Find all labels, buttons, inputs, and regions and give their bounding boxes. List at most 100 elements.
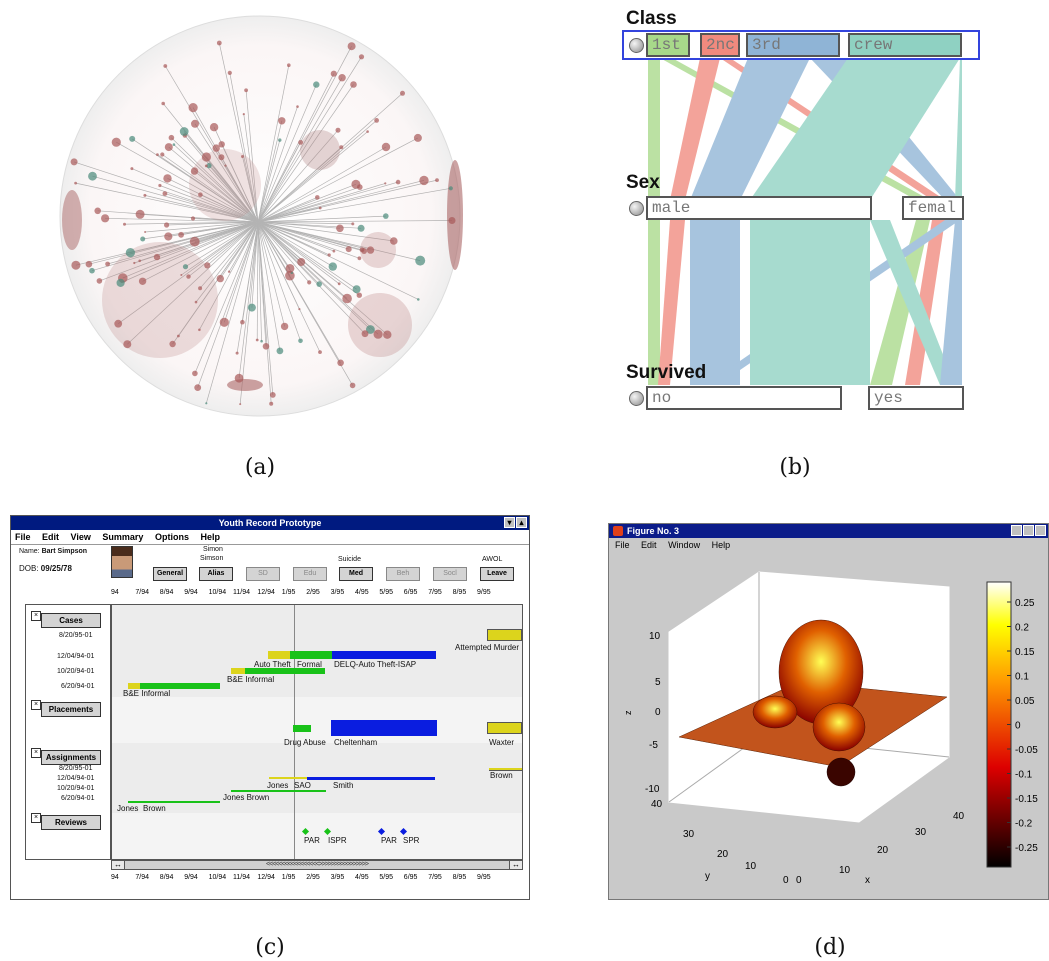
maximize-icon[interactable] xyxy=(1023,525,1034,536)
leave-button[interactable]: Leave xyxy=(480,567,514,581)
node-cluster xyxy=(348,293,412,357)
menu-window[interactable]: Window xyxy=(668,540,701,550)
assignment-bar-smith[interactable] xyxy=(307,777,435,780)
assignments-button[interactable]: Assignments xyxy=(41,750,101,765)
timeline-tick-label: 8/94 xyxy=(159,589,174,596)
category-2nd[interactable]: 2nc xyxy=(700,33,740,57)
timeline-scrollbar[interactable]: <<<<<<<<<<<<<<<<<>>>>>>>>>>>>>>>> xyxy=(111,860,523,870)
edge-line xyxy=(105,217,259,223)
edge-line xyxy=(223,221,259,323)
menu-file[interactable]: File xyxy=(615,540,630,550)
category-male[interactable]: male xyxy=(646,196,872,220)
edge-line xyxy=(256,221,259,341)
menu-help[interactable]: Help xyxy=(200,532,220,542)
youth-record-window: Youth Record Prototype ▾ ▴ File Edit Vie… xyxy=(10,515,530,900)
class-axis-selection[interactable] xyxy=(622,30,980,60)
menu-edit[interactable]: Edit xyxy=(641,540,657,550)
assignments-collapse-icon[interactable]: × xyxy=(31,748,41,758)
placement-bar-cheltenham[interactable] xyxy=(331,720,437,736)
cases-button[interactable]: Cases xyxy=(41,613,101,628)
beh-button[interactable]: Beh xyxy=(386,567,420,581)
placement-bar-drug-abuse[interactable] xyxy=(293,725,311,732)
placement-bar-waxter[interactable] xyxy=(487,722,522,734)
radial-hierarchy-visualization[interactable] xyxy=(0,0,520,440)
placements-collapse-icon[interactable]: × xyxy=(31,700,41,710)
category-1st[interactable]: 1st xyxy=(646,33,690,57)
minimize-icon[interactable] xyxy=(1011,525,1022,536)
case-bar-auto-theft[interactable] xyxy=(268,651,290,659)
menu-options[interactable]: Options xyxy=(154,532,189,542)
edge-line xyxy=(97,210,259,223)
leaf-node xyxy=(177,334,180,338)
category-yes[interactable]: yes xyxy=(868,386,964,410)
leaf-node xyxy=(164,232,173,241)
edge-line xyxy=(172,221,259,345)
med-button[interactable]: Med xyxy=(339,567,373,581)
leaf-node xyxy=(298,140,303,145)
leaf-node xyxy=(123,340,132,349)
reviews-collapse-icon[interactable]: × xyxy=(31,813,41,823)
assignment-bar-jones-brown-2[interactable] xyxy=(128,801,220,803)
case-bar-be-informal-2[interactable] xyxy=(128,683,140,689)
leaf-node xyxy=(318,206,322,210)
scroll-left-button[interactable]: ↔ xyxy=(111,860,125,870)
timeline-pane[interactable] xyxy=(111,604,523,860)
leaf-node xyxy=(198,328,201,332)
timeline-tick-label: 6/95 xyxy=(403,874,418,881)
timeline-tick-label: 1/95 xyxy=(281,874,296,881)
category-no[interactable]: no xyxy=(646,386,842,410)
edge-line xyxy=(144,195,259,223)
edge-line xyxy=(257,221,419,300)
leaf-node xyxy=(351,179,361,189)
edu-button[interactable]: Edu xyxy=(293,567,327,581)
scroll-right-button[interactable]: ↔ xyxy=(509,860,523,870)
general-button[interactable]: General xyxy=(153,567,187,581)
timeline-axis-bottom: 94 7/94 8/94 9/94 10/94 11/94 12/94 1/95 2/95 3/9… xyxy=(11,874,529,884)
case-bar-be-informal-2b[interactable] xyxy=(140,683,220,689)
alias-name-2: Simson xyxy=(200,555,224,562)
sex-knob-icon[interactable] xyxy=(629,201,644,216)
timeline-tick-label: 8/94 xyxy=(159,874,174,881)
menu-summary[interactable]: Summary xyxy=(102,532,144,542)
cases-collapse-icon[interactable]: × xyxy=(31,611,41,621)
label-be-informal-1: B&E Informal xyxy=(227,675,275,684)
menu-edit[interactable]: Edit xyxy=(42,532,60,542)
category-female[interactable]: femal xyxy=(902,196,964,220)
assignment-bar-jones-sao[interactable] xyxy=(269,777,307,779)
case-bar-be-informal-1b[interactable] xyxy=(245,668,325,674)
surface-plot-axes[interactable]: 10 5 0 -5 -10 z 40 30 20 10 0 y 0 10 20 … xyxy=(609,552,1049,900)
edge-line xyxy=(257,221,301,341)
timeline-tick-label: 94 xyxy=(111,589,119,596)
maximize-icon[interactable]: ▴ xyxy=(516,517,527,528)
leaf-node xyxy=(342,293,352,304)
category-crew[interactable]: crew xyxy=(848,33,962,57)
case-bar-be-informal-1[interactable] xyxy=(231,668,245,674)
category-3rd[interactable]: 3rd xyxy=(746,33,840,57)
leaf-node xyxy=(357,224,365,232)
menu-view[interactable]: View xyxy=(70,532,91,542)
case-bar-attempted-murder[interactable] xyxy=(487,629,522,641)
leaf-node xyxy=(313,81,320,88)
assignment-bar-jones-brown[interactable] xyxy=(231,790,326,792)
menu-help[interactable]: Help xyxy=(711,540,731,550)
assignment-bar-brown-1[interactable] xyxy=(489,768,522,771)
reviews-button[interactable]: Reviews xyxy=(41,815,101,830)
case-bar-formal[interactable] xyxy=(290,651,332,659)
edge-line xyxy=(99,221,259,282)
alias-button[interactable]: Alias xyxy=(199,567,233,581)
label-spr: SPR xyxy=(403,836,420,845)
close-icon[interactable] xyxy=(1035,525,1046,536)
placements-button[interactable]: Placements xyxy=(41,702,101,717)
timeline-tick-label: 12/94 xyxy=(257,589,275,596)
sd-button[interactable]: SD xyxy=(246,567,280,581)
edge-line xyxy=(251,221,259,308)
survived-knob-icon[interactable] xyxy=(629,391,644,406)
matlab-logo-icon xyxy=(613,526,623,536)
leaf-node xyxy=(235,351,239,355)
class-knob-icon[interactable] xyxy=(629,38,644,53)
dropdown-icon[interactable]: ▾ xyxy=(504,517,515,528)
menu-file[interactable]: File xyxy=(15,532,31,542)
surface-peak xyxy=(752,695,798,729)
case-bar-delq[interactable] xyxy=(332,651,436,659)
socl-button[interactable]: Socl xyxy=(433,567,467,581)
